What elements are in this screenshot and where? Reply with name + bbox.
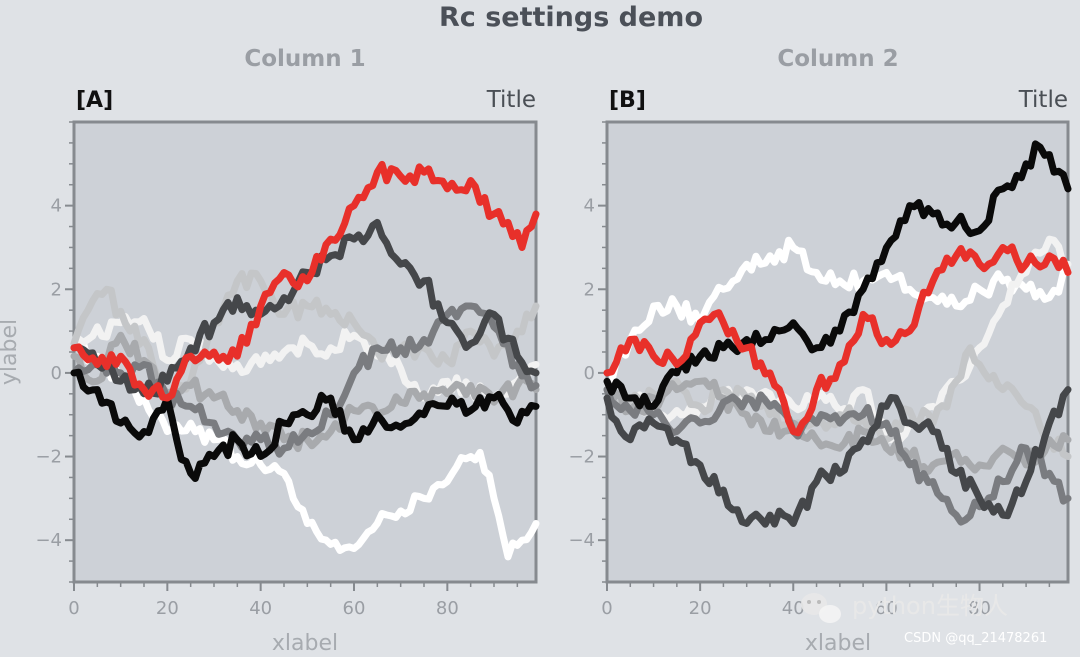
panel-a-title: Title — [486, 87, 536, 113]
panel-a-series-line-8 — [70, 160, 540, 402]
x-tick-label: 20 — [156, 598, 179, 619]
panel-label-b: [B] — [609, 88, 646, 113]
x-tick-label: 80 — [968, 598, 991, 619]
panel-a-ylabel: ylabel — [0, 319, 22, 385]
y-tick-label: 0 — [51, 363, 62, 384]
panel-a-ticks: 0 20 40 60 80 −4 −2 0 2 4 — [35, 121, 519, 619]
panel-b-series-line-5 — [603, 386, 1072, 526]
panel-b: Column 2 [B] Title 0 20 40 60 80 −4 −2 0 2 4 xlab… — [568, 46, 1072, 656]
x-tick-label: 80 — [436, 598, 459, 619]
x-tick-label: 0 — [601, 598, 612, 619]
y-tick-label: −4 — [35, 530, 62, 551]
wechat-icon — [801, 593, 841, 623]
watermark-source: CSDN @qq_21478261 — [904, 631, 1047, 646]
panel-b-xlabel: xlabel — [805, 631, 871, 656]
panel-a-series — [70, 160, 540, 561]
x-tick-label: 40 — [249, 598, 272, 619]
column-title-1: Column 1 — [244, 46, 365, 72]
panel-b-series-line-2 — [603, 235, 1072, 444]
y-tick-label: −4 — [568, 530, 595, 551]
panel-a: Column 1 [A] Title 0 20 40 60 80 −4 −2 0 2 4 xlab… — [0, 46, 540, 656]
panel-a-series-line-5 — [70, 302, 540, 458]
panel-a-series-line-1 — [70, 338, 540, 561]
panel-b-series-line-7 — [603, 140, 1072, 410]
x-tick-label: 60 — [343, 598, 366, 619]
panel-a-series-line-3 — [70, 269, 540, 410]
y-tick-label: 2 — [584, 279, 595, 300]
figure-suptitle: Rc settings demo — [439, 2, 703, 33]
column-title-2: Column 2 — [777, 46, 898, 72]
panel-b-series — [603, 140, 1072, 528]
watermark-main: python生物人 — [852, 592, 1008, 620]
y-tick-label: 2 — [51, 279, 62, 300]
panel-a-series-line-7 — [70, 368, 540, 482]
x-tick-label: 0 — [68, 598, 79, 619]
panel-a-xlabel: xlabel — [272, 631, 338, 656]
panel-b-series-line-6 — [603, 386, 1072, 528]
panel-label-a: [A] — [76, 88, 113, 113]
panel-b-series-line-4 — [603, 377, 1072, 475]
panel-b-ticks: 0 20 40 60 80 −4 −2 0 2 4 — [568, 121, 1051, 619]
x-tick-label: 20 — [689, 598, 712, 619]
panel-b-series-line-1 — [603, 236, 1072, 386]
y-tick-label: 0 — [584, 363, 595, 384]
panel-b-series-line-8 — [603, 243, 1072, 437]
x-tick-label: 60 — [875, 598, 898, 619]
y-tick-label: 4 — [584, 196, 595, 217]
watermark: python生物人 CSDN @qq_21478261 — [801, 592, 1047, 646]
y-tick-label: 4 — [51, 196, 62, 217]
panel-b-title: Title — [1018, 87, 1068, 113]
y-tick-label: −2 — [568, 447, 595, 468]
y-tick-label: −2 — [35, 447, 62, 468]
x-tick-label: 40 — [782, 598, 805, 619]
